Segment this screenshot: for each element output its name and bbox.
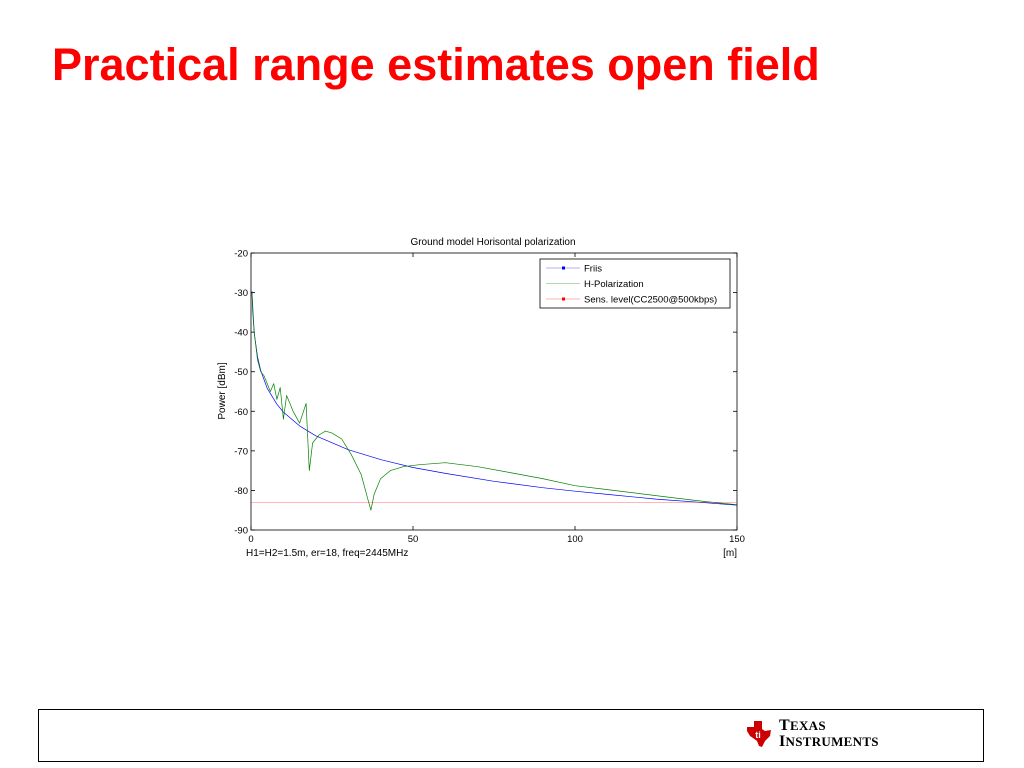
y-axis-label: Power [dBm] — [217, 362, 228, 419]
x-tick-label: 0 — [248, 534, 253, 545]
chart-annotation: H1=H2=1.5m, er=18, freq=2445MHz — [246, 548, 408, 559]
ti-wordmark-line1: TEXAS — [779, 717, 826, 734]
y-tick-label: -60 — [234, 407, 248, 418]
y-tick-label: -80 — [234, 486, 248, 497]
y-tick-label: -20 — [234, 249, 248, 260]
x-tick-label: 50 — [408, 534, 419, 545]
y-tick-label: -50 — [234, 367, 248, 378]
y-tick-label: -30 — [234, 288, 248, 299]
series-layer — [251, 291, 738, 511]
chart-title: Ground model Horisontal polarization — [410, 237, 575, 248]
legend-label-2: Sens. level(CC2500@500kbps) — [584, 295, 717, 306]
series-line-0 — [251, 291, 738, 506]
svg-text:ti: ti — [755, 730, 761, 740]
axis-ticks: -20 -30 -40 -50 -60 -70 -80 -900 50 100 150 — [234, 249, 745, 546]
series-line-1 — [251, 292, 738, 511]
ti-logo: ti TEXAS INSTRUMENTS — [745, 718, 879, 750]
ti-wordmark: TEXAS INSTRUMENTS — [779, 718, 879, 750]
footer-bar — [38, 709, 984, 762]
x-tick-label: 150 — [729, 534, 745, 545]
slide-title: Practical range estimates open field — [52, 39, 820, 90]
x-tick-label: 100 — [567, 534, 583, 545]
legend-items: Friis H-Polarization Sens. level(CC2500@50… — [546, 264, 717, 306]
y-tick-label: -90 — [234, 526, 248, 537]
legend: Friis H-Polarization Sens. level(CC2500@50… — [539, 258, 731, 309]
y-tick-label: -70 — [234, 446, 248, 457]
ti-wordmark-line2: INSTRUMENTS — [779, 733, 879, 750]
plot-area — [250, 252, 738, 531]
legend-label-0: Friis — [584, 264, 602, 275]
x-axis-label: [m] — [723, 548, 737, 559]
legend-marker-2 — [562, 297, 565, 301]
legend-label-1: H-Polarization — [584, 279, 644, 290]
y-tick-label: -40 — [234, 328, 248, 339]
legend-marker-0 — [562, 266, 565, 270]
texas-state-icon: ti — [747, 721, 771, 747]
